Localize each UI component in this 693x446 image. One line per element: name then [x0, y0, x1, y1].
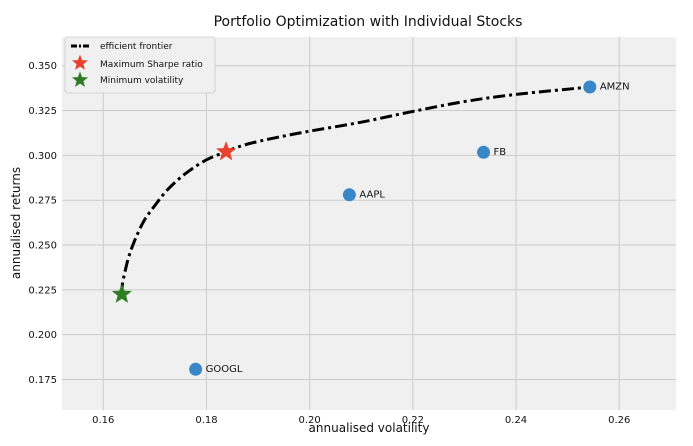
- y-tick-label: 0.275: [28, 196, 57, 207]
- stock-point-label: AMZN: [600, 82, 630, 93]
- legend-max-sharpe-star-icon: [71, 54, 89, 70]
- special-point-star: [112, 284, 132, 303]
- chart-title: Portfolio Optimization with Individual S…: [214, 14, 523, 30]
- x-tick-label: 0.18: [195, 415, 217, 426]
- efficient-frontier-line: [120, 85, 590, 295]
- legend-max-sharpe-label: Maximum Sharpe ratio: [100, 60, 203, 70]
- legend-min-volatility-star-icon: [71, 71, 89, 87]
- stock-point-label: GOOGL: [206, 364, 243, 375]
- legend-frontier-label: efficient frontier: [100, 42, 173, 52]
- y-axis-label: annualised returns: [9, 167, 23, 279]
- y-tick-label: 0.350: [28, 61, 57, 72]
- y-tick-label: 0.325: [28, 106, 57, 117]
- special-point-star: [216, 141, 236, 161]
- x-tick-label: 0.16: [92, 415, 114, 426]
- grid-lines: [62, 37, 676, 410]
- legend: efficient frontier Maximum Sharpe ratio …: [64, 36, 216, 94]
- x-axis-label: annualised volatility: [309, 421, 430, 435]
- x-tick-label: 0.22: [402, 415, 424, 426]
- stock-point-label: FB: [494, 147, 507, 158]
- y-tick-label: 0.250: [28, 241, 57, 252]
- y-tick-label: 0.200: [28, 330, 57, 341]
- stock-points-layer: AMZN FB AAPL GOOGL: [189, 80, 630, 376]
- y-tick-label: 0.300: [28, 151, 57, 162]
- legend-min-volatility-label: Minimum volatility: [100, 76, 184, 86]
- stock-point: [189, 362, 203, 376]
- stock-point: [583, 80, 597, 94]
- y-tick-label: 0.175: [28, 375, 57, 386]
- legend-box: [64, 36, 216, 94]
- stock-point-label: AAPL: [359, 189, 385, 200]
- special-points-layer: [112, 141, 236, 303]
- efficient-frontier-layer: [120, 85, 590, 295]
- x-tick-label: 0.20: [299, 415, 321, 426]
- x-tick-label: 0.26: [608, 415, 630, 426]
- x-tick-label: 0.24: [505, 415, 527, 426]
- plot-area: [62, 37, 676, 410]
- stock-point: [342, 188, 356, 202]
- y-tick-label: 0.225: [28, 285, 57, 296]
- tick-labels: 0.16 0.18 0.20 0.22 0.24 0.26 0.175 0.200 0.225 0…: [28, 61, 630, 426]
- stock-point: [477, 145, 491, 159]
